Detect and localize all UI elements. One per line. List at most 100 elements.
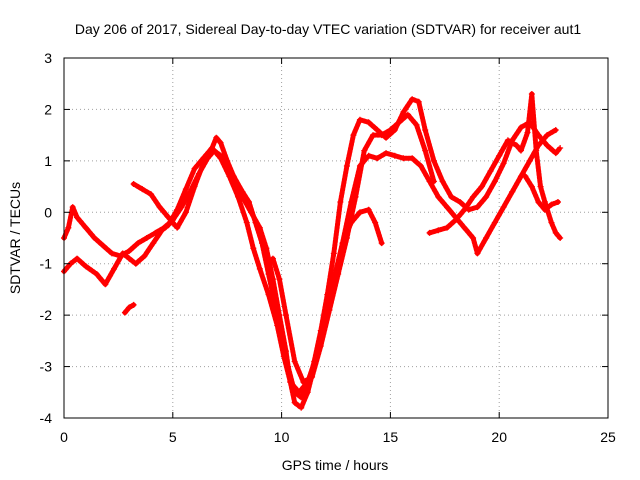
data-point-marker	[265, 291, 272, 298]
y-axis-label: SDTVAR / TECUs	[7, 182, 23, 294]
data-point-marker	[365, 206, 372, 213]
data-point-marker	[537, 183, 544, 190]
data-point-marker	[282, 312, 289, 319]
data-point-marker	[524, 129, 531, 136]
data-point-marker	[517, 124, 524, 131]
data-point-marker	[217, 139, 224, 146]
x-tick-label: 20	[491, 429, 507, 445]
data-point-marker	[413, 121, 420, 128]
data-point-marker	[343, 235, 350, 241]
data-point-marker	[91, 235, 98, 241]
data-point-marker	[541, 199, 548, 205]
data-point-marker	[356, 116, 363, 123]
data-point-marker	[350, 132, 357, 139]
data-point-marker	[533, 147, 540, 154]
data-point-marker	[443, 204, 450, 211]
data-point-marker	[126, 255, 133, 262]
data-point-marker	[330, 250, 337, 257]
data-point-marker	[400, 109, 407, 115]
data-point-marker	[365, 152, 372, 159]
data-point-marker	[378, 240, 385, 247]
data-point-marker	[491, 219, 498, 226]
data-point-marker	[152, 229, 159, 236]
data-point-marker	[335, 271, 342, 277]
data-point-marker	[383, 134, 390, 141]
data-point-marker	[134, 240, 141, 247]
data-point-marker	[430, 178, 437, 185]
data-point-marker	[356, 209, 363, 216]
data-point-marker	[435, 227, 442, 234]
data-point-marker	[548, 219, 555, 226]
data-point-marker	[483, 193, 490, 200]
data-point-marker	[387, 127, 394, 133]
data-point-marker	[226, 173, 233, 180]
data-point-marker	[369, 132, 376, 139]
data-point-marker	[132, 260, 139, 267]
data-point-marker	[208, 145, 215, 151]
data-point-marker	[544, 132, 551, 139]
data-point-marker	[452, 217, 459, 223]
data-point-marker	[191, 165, 198, 172]
data-point-marker	[517, 147, 524, 154]
data-point-marker	[130, 181, 137, 187]
data-point-marker	[182, 186, 189, 193]
data-point-marker	[111, 265, 118, 272]
data-point-marker	[383, 150, 390, 157]
data-point-marker	[269, 276, 276, 283]
x-tick-label: 15	[383, 429, 399, 445]
data-point-marker	[256, 224, 263, 231]
data-point-marker	[404, 111, 411, 118]
y-tick-label: -2	[40, 307, 53, 323]
data-point-marker	[130, 301, 137, 308]
data-point-marker	[513, 142, 520, 149]
data-point-marker	[276, 312, 283, 319]
data-point-marker	[326, 307, 333, 313]
data-point-marker	[317, 343, 324, 349]
y-tick-label: 3	[44, 50, 52, 66]
data-point-marker	[554, 199, 561, 205]
data-point-marker	[422, 147, 429, 154]
data-point-marker	[496, 152, 503, 159]
data-point-marker	[374, 127, 381, 133]
data-point-marker	[365, 119, 372, 126]
data-point-marker	[504, 137, 511, 144]
data-point-marker	[161, 224, 168, 231]
data-point-marker	[298, 404, 305, 411]
data-point-marker	[361, 147, 368, 154]
data-point-marker	[150, 240, 157, 247]
data-point-marker	[541, 206, 548, 213]
data-point-marker	[474, 204, 481, 211]
data-point-marker	[422, 127, 429, 133]
data-point-marker	[287, 379, 294, 385]
data-point-marker	[522, 173, 529, 180]
data-point-marker	[500, 204, 507, 211]
data-point-marker	[121, 309, 128, 316]
data-point-marker	[291, 358, 298, 365]
data-point-marker	[200, 160, 207, 167]
data-point-marker	[156, 204, 163, 211]
data-point-marker	[409, 96, 416, 103]
data-point-marker	[213, 134, 220, 141]
data-point-marker	[461, 206, 468, 213]
data-point-marker	[165, 214, 172, 221]
data-point-marker	[396, 119, 403, 126]
data-point-marker	[300, 379, 307, 385]
data-point-marker	[174, 224, 181, 231]
data-point-marker	[291, 399, 298, 406]
data-point-marker	[343, 163, 350, 169]
data-point-marker	[93, 271, 100, 277]
data-point-marker	[191, 183, 198, 190]
data-point-marker	[217, 155, 224, 162]
plot-frame	[63, 57, 609, 419]
data-point-marker	[248, 209, 255, 216]
data-point-marker	[528, 91, 535, 97]
data-point-marker	[337, 199, 344, 205]
x-tick-label: 25	[600, 429, 616, 445]
data-point-marker	[435, 193, 442, 200]
data-point-marker	[400, 155, 407, 162]
data-point-marker	[483, 235, 490, 241]
data-point-marker	[276, 276, 283, 283]
data-point-marker	[415, 98, 422, 105]
data-point-marker	[69, 204, 76, 211]
data-point-marker	[528, 183, 535, 190]
